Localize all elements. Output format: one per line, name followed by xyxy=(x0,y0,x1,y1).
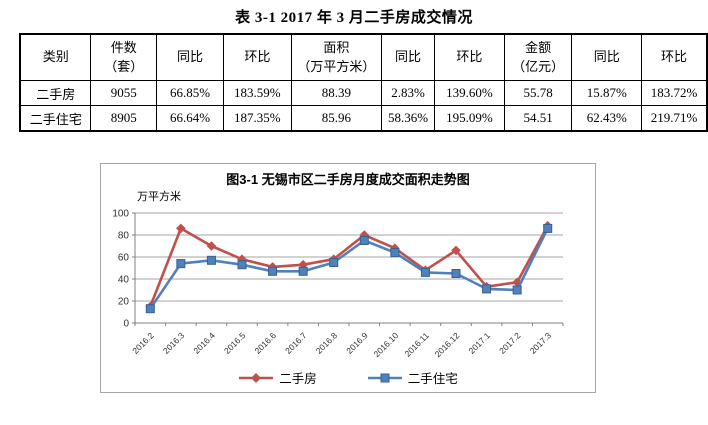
square-marker xyxy=(268,266,278,276)
square-marker xyxy=(359,236,369,245)
y-tick-label: 20 xyxy=(118,297,130,308)
table-header-row: 类别 件数 （套） 同比 环比 面积 （万平方米） 同比 环比 金额 （亿元） 同比 环比 xyxy=(19,33,708,81)
header-cell: 同比 xyxy=(381,33,435,81)
table-cell: 139.60% xyxy=(433,80,505,106)
table-cell: 9055 xyxy=(90,80,158,106)
chart-title: 图3-1 无锡市区二手房月度成交面积走势图 xyxy=(226,172,470,187)
square-marker xyxy=(298,266,308,276)
series-line xyxy=(149,225,549,307)
header-cell: 类别 xyxy=(19,33,92,81)
legend-diamond-swatch xyxy=(239,372,274,383)
x-tick-label: 2016.12 xyxy=(433,330,462,359)
table-cell: 66.64% xyxy=(156,105,224,132)
table-cell: 2.83% xyxy=(381,80,435,106)
legend-square-swatch xyxy=(367,373,402,382)
y-tick-label: 60 xyxy=(118,253,130,264)
x-tick-label: 2016.9 xyxy=(344,330,370,356)
y-axis-unit-label: 万平方米 xyxy=(137,191,181,203)
square-marker xyxy=(543,223,553,233)
x-tick-label: 2016.8 xyxy=(314,330,340,356)
square-marker xyxy=(176,259,186,269)
square-marker xyxy=(512,285,522,295)
legend-item: 二手住宅 xyxy=(367,368,458,387)
header-cell: 面积 （万平方米） xyxy=(290,33,383,81)
table-cell: 85.96 xyxy=(290,105,383,132)
y-tick-label: 80 xyxy=(118,231,130,242)
header-cell: 件数 （套） xyxy=(90,33,158,81)
x-tick-label: 2016.6 xyxy=(253,330,279,356)
header-cell: 金额 （亿元） xyxy=(503,33,573,81)
header-cell: 同比 xyxy=(571,33,643,81)
chart-container: 图3-1 无锡市区二手房月度成交面积走势图 万平方米 0 20 40 60 80 100 2… xyxy=(100,163,596,393)
x-tick-label: 2016.3 xyxy=(161,330,187,356)
square-marker xyxy=(206,255,216,265)
table-cell: 58.36% xyxy=(381,105,435,132)
y-tick-label: 100 xyxy=(112,209,129,220)
square-marker xyxy=(329,258,339,267)
x-tick-label: 2016.2 xyxy=(130,330,156,356)
header-cell: 环比 xyxy=(641,33,708,81)
x-tick-label: 2016.4 xyxy=(191,330,217,356)
x-tick-label: 2017.2 xyxy=(497,330,523,356)
legend-marker xyxy=(251,372,262,383)
table-cell: 195.09% xyxy=(433,105,505,132)
header-cell: 同比 xyxy=(156,33,224,81)
legend-item: 二手房 xyxy=(238,368,317,387)
x-tick-label: 2017.3 xyxy=(528,330,554,356)
series-line xyxy=(149,227,549,310)
x-tick-label: 2017.1 xyxy=(467,330,493,356)
table-cell: 183.72% xyxy=(641,80,708,106)
y-tick-label: 40 xyxy=(118,275,130,286)
table-cell: 66.85% xyxy=(156,80,224,106)
table-cell: 二手住宅 xyxy=(19,105,92,132)
header-cell: 环比 xyxy=(222,33,292,81)
table-cell: 54.51 xyxy=(503,105,573,132)
legend-label: 二手住宅 xyxy=(407,372,458,386)
square-marker xyxy=(237,260,247,270)
table-cell: 55.78 xyxy=(503,80,573,106)
diamond-marker xyxy=(206,241,217,251)
x-tick-label: 2016.5 xyxy=(222,330,248,356)
table-cell: 88.39 xyxy=(290,80,383,106)
table-cell: 8905 xyxy=(90,105,158,132)
table-cell: 二手房 xyxy=(19,80,92,106)
square-marker xyxy=(145,304,155,314)
x-tick-label: 2016.7 xyxy=(283,330,309,356)
table-cell: 183.59% xyxy=(222,80,292,106)
y-tick-label: 0 xyxy=(123,319,129,330)
legend-marker xyxy=(380,373,390,382)
table-cell: 15.87% xyxy=(571,80,643,106)
table-body: 二手房 9055 66.85% 183.59% 88.39 2.83% 139.60% 55.… xyxy=(19,80,708,132)
table-cell: 219.71% xyxy=(641,105,708,132)
square-marker xyxy=(482,284,492,294)
header-cell: 环比 xyxy=(433,33,505,81)
x-tick-label: 2016.11 xyxy=(402,330,431,359)
table-cell: 62.43% xyxy=(571,105,643,132)
x-tick-label: 2016.10 xyxy=(371,330,400,359)
square-marker xyxy=(390,248,400,258)
square-marker xyxy=(420,267,430,277)
chart-legend: 二手房 二手住宅 xyxy=(101,368,595,387)
transactions-table: 类别 件数 （套） 同比 环比 面积 （万平方米） 同比 环比 金额 （亿元） 同比 环比 二手房 905… xyxy=(19,33,708,132)
legend-label: 二手房 xyxy=(279,372,317,386)
table-row: 二手住宅 8905 66.64% 187.35% 85.96 58.36% 195.09% 5… xyxy=(19,105,708,132)
square-marker xyxy=(451,269,461,278)
table-title: 表 3-1 2017 年 3 月二手房成交情况 xyxy=(235,10,473,26)
table-row: 二手房 9055 66.85% 183.59% 88.39 2.83% 139.60% 55.… xyxy=(19,80,708,106)
table-cell: 187.35% xyxy=(222,105,292,132)
